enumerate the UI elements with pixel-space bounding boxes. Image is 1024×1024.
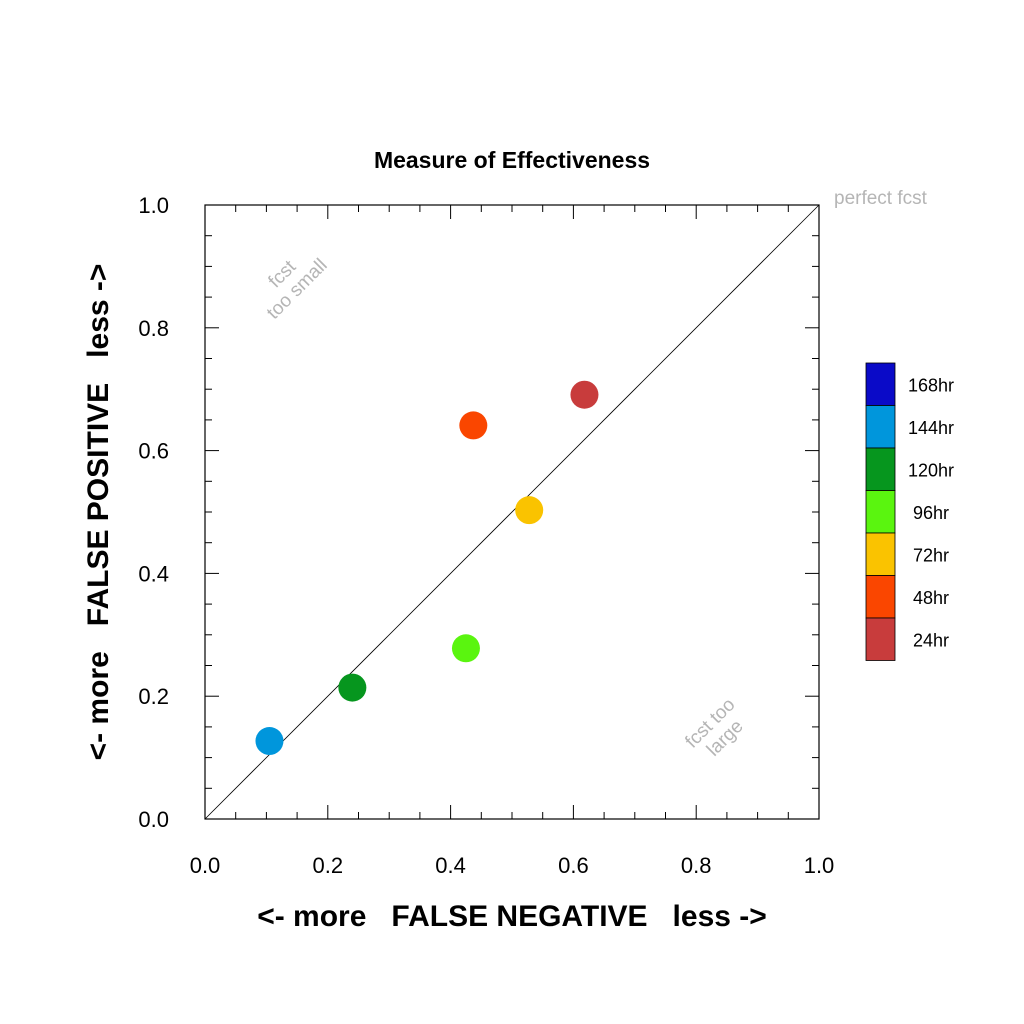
x-axis-label: <- more FALSE NEGATIVE less -> — [257, 900, 767, 933]
x-tick-label: 0.4 — [435, 853, 466, 878]
y-tick-label: 0.0 — [138, 807, 169, 832]
legend-swatch-24hr — [865, 617, 896, 661]
point-24hr — [570, 380, 599, 409]
point-72hr — [515, 496, 544, 525]
legend-swatch-72hr — [865, 532, 896, 576]
point-48hr — [459, 411, 488, 440]
y-tick-label: 1.0 — [138, 193, 169, 218]
y-axis-label: <- more FALSE POSITIVE less -> — [82, 264, 115, 761]
y-tick-labels: 0.0 0.2 0.4 0.6 0.8 1.0 — [138, 193, 169, 832]
legend-swatch-120hr — [865, 447, 896, 491]
legend-label-96hr: 96hr — [913, 503, 949, 523]
x-tick-labels: 0.0 0.2 0.4 0.6 0.8 1.0 — [190, 853, 835, 878]
legend-label-144hr: 144hr — [908, 418, 954, 438]
y-tick-label: 0.4 — [138, 561, 169, 586]
point-144hr — [255, 727, 284, 756]
legend-swatch-48hr — [865, 575, 896, 619]
annotation-perfect-fcst: perfect fcst — [834, 188, 928, 209]
point-120hr — [338, 673, 367, 702]
legend-swatch-144hr — [865, 405, 896, 449]
annotation-fcst-too-small: fcst too small — [263, 255, 332, 324]
point-96hr — [451, 634, 480, 663]
axis-ticks — [204, 204, 820, 820]
annotation-line: too small — [263, 255, 332, 324]
legend-swatch-96hr — [865, 490, 896, 534]
x-tick-label: 0.6 — [558, 853, 589, 878]
y-tick-label: 0.2 — [138, 684, 169, 709]
legend-label-72hr: 72hr — [913, 545, 949, 565]
chart-title: Measure of Effectiveness — [374, 147, 650, 173]
annotation-fcst-too-large: fcst too large — [681, 694, 747, 760]
scatter-points — [255, 380, 599, 756]
legend-label-24hr: 24hr — [913, 630, 949, 650]
x-tick-label: 1.0 — [804, 853, 835, 878]
y-tick-label: 0.6 — [138, 439, 169, 464]
x-tick-label: 0.0 — [190, 853, 221, 878]
legend-label-48hr: 48hr — [913, 588, 949, 608]
y-tick-label: 0.8 — [138, 316, 169, 341]
legend-swatch-168hr — [865, 362, 896, 406]
legend-label-120hr: 120hr — [908, 460, 954, 480]
x-tick-label: 0.8 — [681, 853, 712, 878]
legend: 168hr 144hr 120hr 96hr 72hr 48hr 24hr — [865, 362, 954, 661]
x-tick-label: 0.2 — [313, 853, 344, 878]
legend-label-168hr: 168hr — [908, 375, 954, 395]
diagonal-line — [204, 204, 820, 820]
